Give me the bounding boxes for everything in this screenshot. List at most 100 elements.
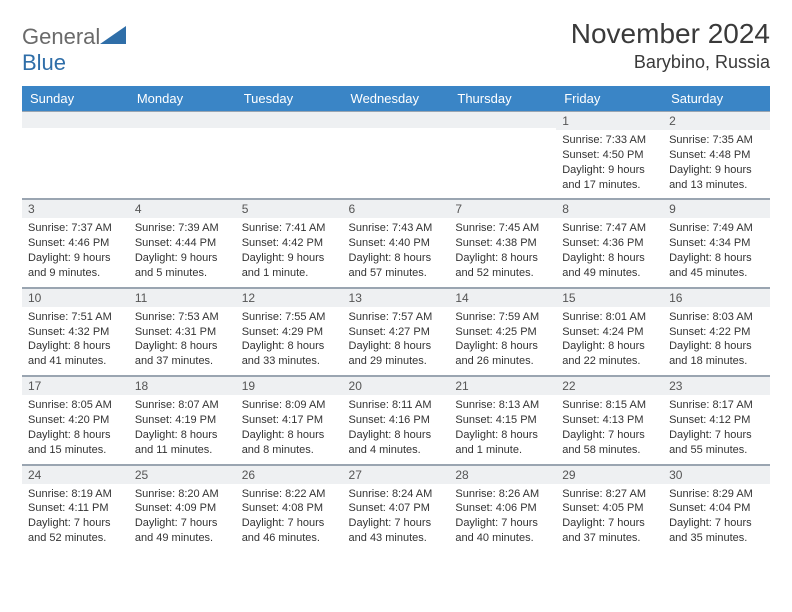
calendar-cell <box>236 111 343 199</box>
day-number: 6 <box>343 199 450 218</box>
day-data: Sunrise: 7:51 AMSunset: 4:32 PMDaylight:… <box>22 307 129 375</box>
daylight-text: Daylight: 9 hours and 1 minute. <box>242 251 337 281</box>
topbar: General Blue November 2024 Barybino, Rus… <box>22 18 770 76</box>
calendar-cell: 27 Sunrise: 8:24 AMSunset: 4:07 PMDayligh… <box>343 464 450 552</box>
calendar-cell: 28Sunrise: 8:26 AMSunset: 4:06 PMDayligh… <box>449 464 556 552</box>
day-data: Sunrise: 7:47 AMSunset: 4:36 PMDaylight:… <box>556 218 663 286</box>
weekday-header: Friday <box>556 86 663 111</box>
day-number: 29 <box>556 465 663 484</box>
calendar-cell: 6Sunrise: 7:43 AMSunset: 4:40 PMDaylight… <box>343 199 450 287</box>
day-number <box>129 111 236 128</box>
day-number: 5 <box>236 199 343 218</box>
day-number: 27 <box>343 465 450 484</box>
day-number: 26 <box>236 465 343 484</box>
calendar-cell: 10Sunrise: 7:51 AMSunset: 4:32 PMDayligh… <box>22 287 129 375</box>
sunset-text: Sunset: 4:40 PM <box>349 236 444 251</box>
daylight-text: Daylight: 7 hours and 37 minutes. <box>562 516 657 546</box>
sunset-text: Sunset: 4:46 PM <box>28 236 123 251</box>
day-data: Sunrise: 7:49 AMSunset: 4:34 PMDaylight:… <box>663 218 770 286</box>
sunrise-text: Sunrise: 8:11 AM <box>349 398 444 413</box>
day-data: Sunrise: 7:41 AMSunset: 4:42 PMDaylight:… <box>236 218 343 286</box>
calendar-cell: 23Sunrise: 8:17 AMSunset: 4:12 PMDayligh… <box>663 376 770 464</box>
day-number: 1 <box>556 111 663 130</box>
calendar-cell: 11Sunrise: 7:53 AMSunset: 4:31 PMDayligh… <box>129 287 236 375</box>
day-number: 17 <box>22 376 129 395</box>
calendar-body: 1Sunrise: 7:33 AMSunset: 4:50 PMDaylight… <box>22 111 770 552</box>
day-data: Sunrise: 8:01 AMSunset: 4:24 PMDaylight:… <box>556 307 663 375</box>
logo-triangle-icon <box>100 26 126 44</box>
calendar-cell <box>22 111 129 199</box>
day-number: 18 <box>129 376 236 395</box>
day-number: 11 <box>129 288 236 307</box>
calendar-cell: 14Sunrise: 7:59 AMSunset: 4:25 PMDayligh… <box>449 287 556 375</box>
sunset-text: Sunset: 4:04 PM <box>669 501 764 516</box>
sunrise-text: Sunrise: 8:15 AM <box>562 398 657 413</box>
sunrise-text: Sunrise: 8:19 AM <box>28 487 123 502</box>
sunset-text: Sunset: 4:06 PM <box>455 501 550 516</box>
sunrise-text: Sunrise: 8:13 AM <box>455 398 550 413</box>
day-data: Sunrise: 8:09 AMSunset: 4:17 PMDaylight:… <box>236 395 343 463</box>
calendar-cell: 24Sunrise: 8:19 AMSunset: 4:11 PMDayligh… <box>22 464 129 552</box>
sunrise-text: Sunrise: 8:24 AM <box>349 487 444 502</box>
calendar-cell <box>343 111 450 199</box>
day-data: Sunrise: 8:27 AMSunset: 4:05 PMDaylight:… <box>556 484 663 552</box>
sunrise-text: Sunrise: 7:59 AM <box>455 310 550 325</box>
sunrise-text: Sunrise: 8:03 AM <box>669 310 764 325</box>
day-data: Sunrise: 8:15 AMSunset: 4:13 PMDaylight:… <box>556 395 663 463</box>
weekday-header: Thursday <box>449 86 556 111</box>
calendar-cell: 9Sunrise: 7:49 AMSunset: 4:34 PMDaylight… <box>663 199 770 287</box>
daylight-text: Daylight: 8 hours and 1 minute. <box>455 428 550 458</box>
daylight-text: Daylight: 8 hours and 4 minutes. <box>349 428 444 458</box>
sunrise-text: Sunrise: 7:45 AM <box>455 221 550 236</box>
calendar-header-row: SundayMondayTuesdayWednesdayThursdayFrid… <box>22 86 770 111</box>
calendar-table: SundayMondayTuesdayWednesdayThursdayFrid… <box>22 86 770 552</box>
day-number: 21 <box>449 376 556 395</box>
day-data: Sunrise: 7:33 AMSunset: 4:50 PMDaylight:… <box>556 130 663 198</box>
daylight-text: Daylight: 8 hours and 49 minutes. <box>562 251 657 281</box>
day-data: Sunrise: 8:19 AMSunset: 4:11 PMDaylight:… <box>22 484 129 552</box>
daylight-text: Daylight: 8 hours and 22 minutes. <box>562 339 657 369</box>
calendar-cell: 12Sunrise: 7:55 AMSunset: 4:29 PMDayligh… <box>236 287 343 375</box>
sunrise-text: Sunrise: 8:07 AM <box>135 398 230 413</box>
sunrise-text: Sunrise: 7:51 AM <box>28 310 123 325</box>
daylight-text: Daylight: 8 hours and 11 minutes. <box>135 428 230 458</box>
day-data: Sunrise: 7:55 AMSunset: 4:29 PMDaylight:… <box>236 307 343 375</box>
sunrise-text: Sunrise: 8:17 AM <box>669 398 764 413</box>
day-data: Sunrise: 8:07 AMSunset: 4:19 PMDaylight:… <box>129 395 236 463</box>
sunset-text: Sunset: 4:11 PM <box>28 501 123 516</box>
sunset-text: Sunset: 4:20 PM <box>28 413 123 428</box>
day-data: Sunrise: 8:29 AMSunset: 4:04 PMDaylight:… <box>663 484 770 552</box>
day-number: 8 <box>556 199 663 218</box>
weekday-header: Sunday <box>22 86 129 111</box>
daylight-text: Daylight: 9 hours and 17 minutes. <box>562 163 657 193</box>
calendar-cell: 29Sunrise: 8:27 AMSunset: 4:05 PMDayligh… <box>556 464 663 552</box>
sunrise-text: Sunrise: 7:53 AM <box>135 310 230 325</box>
day-data: Sunrise: 8:20 AMSunset: 4:09 PMDaylight:… <box>129 484 236 552</box>
day-data <box>343 128 450 186</box>
sunset-text: Sunset: 4:38 PM <box>455 236 550 251</box>
daylight-text: Daylight: 8 hours and 18 minutes. <box>669 339 764 369</box>
weekday-header: Monday <box>129 86 236 111</box>
sunset-text: Sunset: 4:36 PM <box>562 236 657 251</box>
day-data <box>129 128 236 186</box>
sunset-text: Sunset: 4:27 PM <box>349 325 444 340</box>
day-number: 23 <box>663 376 770 395</box>
day-data: Sunrise: 7:43 AMSunset: 4:40 PMDaylight:… <box>343 218 450 286</box>
calendar-cell: 8Sunrise: 7:47 AMSunset: 4:36 PMDaylight… <box>556 199 663 287</box>
calendar-cell: 15Sunrise: 8:01 AMSunset: 4:24 PMDayligh… <box>556 287 663 375</box>
day-data: Sunrise: 8:26 AMSunset: 4:06 PMDaylight:… <box>449 484 556 552</box>
sunrise-text: Sunrise: 7:37 AM <box>28 221 123 236</box>
sunset-text: Sunset: 4:24 PM <box>562 325 657 340</box>
sunrise-text: Sunrise: 8:26 AM <box>455 487 550 502</box>
day-number: 14 <box>449 288 556 307</box>
calendar-cell <box>449 111 556 199</box>
daylight-text: Daylight: 7 hours and 43 minutes. <box>349 516 444 546</box>
sunrise-text: Sunrise: 7:57 AM <box>349 310 444 325</box>
day-number <box>22 111 129 128</box>
daylight-text: Daylight: 8 hours and 57 minutes. <box>349 251 444 281</box>
daylight-text: Daylight: 7 hours and 40 minutes. <box>455 516 550 546</box>
sunset-text: Sunset: 4:07 PM <box>349 501 444 516</box>
daylight-text: Daylight: 9 hours and 13 minutes. <box>669 163 764 193</box>
day-data <box>236 128 343 186</box>
sunrise-text: Sunrise: 8:01 AM <box>562 310 657 325</box>
